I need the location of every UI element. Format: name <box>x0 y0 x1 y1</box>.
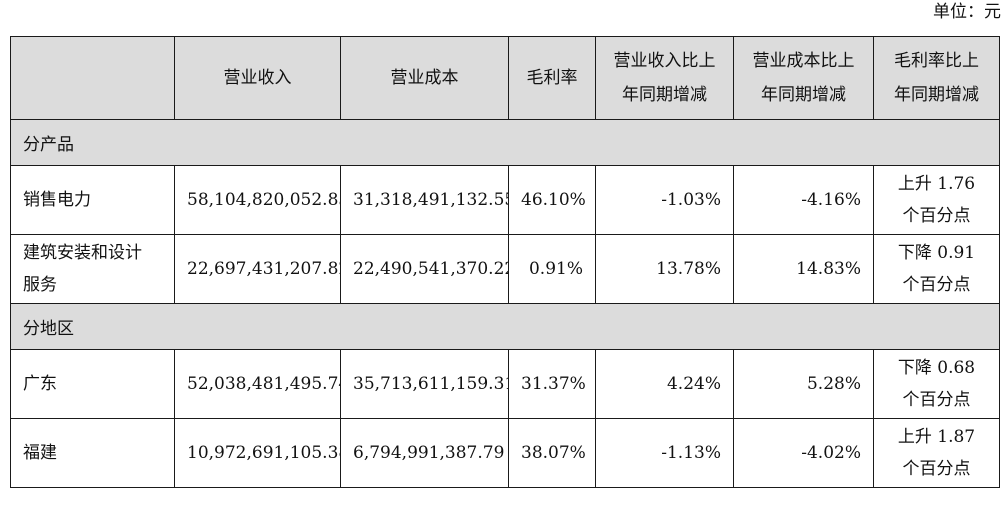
header-revenue-change-line1: 营业收入比上 <box>613 51 716 71</box>
cell-cost: 35,713,611,159.31 <box>340 349 509 419</box>
header-revenue-change: 营业收入比上 年同期增减 <box>595 36 734 120</box>
cell-margin-change-line2: 个百分点 <box>902 275 971 295</box>
cell-revenue: 58,104,820,052.83 <box>174 165 341 235</box>
header-margin-change: 毛利率比上年同期增减 <box>873 36 1000 120</box>
unit-label: 单位：元 <box>933 2 1001 22</box>
row-label-line1: 广东 <box>23 374 57 394</box>
cell-cost-change: -4.16% <box>733 165 874 235</box>
cell-cost: 22,490,541,370.22 <box>340 234 509 304</box>
revenue-cost-table: 营业收入 营业成本 毛利率 营业收入比上 年同期增减 营业成本比上 年同期增减 毛利… <box>10 36 1000 488</box>
table-row: 建筑安装和设计 服务 22,697,431,207.82 22,490,541,3… <box>10 234 1000 304</box>
cell-margin-change: 上升 1.76 个百分点 <box>873 165 1000 235</box>
cell-cost: 6,794,991,387.79 <box>340 418 509 488</box>
cell-margin-change-line2: 个百分点 <box>902 459 971 479</box>
section-title-region: 分地区 <box>10 303 1000 350</box>
header-margin-change-line2: 年同期增减 <box>894 85 979 105</box>
cell-revenue-change: 13.78% <box>595 234 734 304</box>
table-row: 广东 52,038,481,495.74 35,713,611,159.31 3… <box>10 349 1000 419</box>
row-label: 广东 <box>10 349 175 419</box>
cell-margin: 31.37% <box>508 349 596 419</box>
cell-margin-change: 下降 0.68 个百分点 <box>873 349 1000 419</box>
cell-cost: 31,318,491,132.55 <box>340 165 509 235</box>
section-title-product: 分产品 <box>10 119 1000 166</box>
header-margin-change-line1: 毛利率比上 <box>894 51 979 71</box>
header-cost-change: 营业成本比上 年同期增减 <box>733 36 874 120</box>
cell-margin: 38.07% <box>508 418 596 488</box>
cell-margin-change-line2: 个百分点 <box>902 206 971 226</box>
cell-margin-change-line1: 上升 1.76 <box>897 174 976 194</box>
cell-revenue-change: -1.03% <box>595 165 734 235</box>
cell-margin-change: 下降 0.91 个百分点 <box>873 234 1000 304</box>
cell-cost-change: -4.02% <box>733 418 874 488</box>
cell-margin-change-line1: 下降 0.68 <box>897 358 976 378</box>
row-label-line1: 销售电力 <box>23 190 91 210</box>
header-gross-margin: 毛利率 <box>508 36 596 120</box>
cell-margin-change-line2: 个百分点 <box>902 390 971 410</box>
row-label-line1: 福建 <box>23 443 57 463</box>
cell-revenue: 52,038,481,495.74 <box>174 349 341 419</box>
cell-revenue-change: 4.24% <box>595 349 734 419</box>
cell-margin-change-line1: 下降 0.91 <box>897 243 976 263</box>
cell-margin-change: 上升 1.87 个百分点 <box>873 418 1000 488</box>
header-revenue-change-line2: 年同期增减 <box>622 85 707 105</box>
header-cost-change-line1: 营业成本比上 <box>752 51 855 71</box>
header-cost: 营业成本 <box>340 36 509 120</box>
table-row: 福建 10,972,691,105.38 6,794,991,387.79 38… <box>10 418 1000 488</box>
row-label-line1: 建筑安装和设计 <box>23 243 142 263</box>
row-label: 建筑安装和设计 服务 <box>10 234 175 304</box>
cell-revenue: 22,697,431,207.82 <box>174 234 341 304</box>
cell-cost-change: 14.83% <box>733 234 874 304</box>
header-row: 营业收入 营业成本 毛利率 营业收入比上 年同期增减 营业成本比上 年同期增减 毛利… <box>10 36 1000 120</box>
row-label: 销售电力 <box>10 165 175 235</box>
header-cost-change-line2: 年同期增减 <box>761 85 846 105</box>
header-revenue: 营业收入 <box>174 36 341 120</box>
cell-margin: 0.91% <box>508 234 596 304</box>
cell-margin-change-line1: 上升 1.87 <box>897 427 976 447</box>
cell-revenue-change: -1.13% <box>595 418 734 488</box>
cell-margin: 46.10% <box>508 165 596 235</box>
cell-cost-change: 5.28% <box>733 349 874 419</box>
section-row-product: 分产品 <box>10 119 1000 166</box>
section-row-region: 分地区 <box>10 303 1000 350</box>
header-blank <box>10 36 175 120</box>
row-label-line2: 服务 <box>23 275 57 295</box>
cell-revenue: 10,972,691,105.38 <box>174 418 341 488</box>
row-label: 福建 <box>10 418 175 488</box>
table-row: 销售电力 58,104,820,052.83 31,318,491,132.55… <box>10 165 1000 235</box>
